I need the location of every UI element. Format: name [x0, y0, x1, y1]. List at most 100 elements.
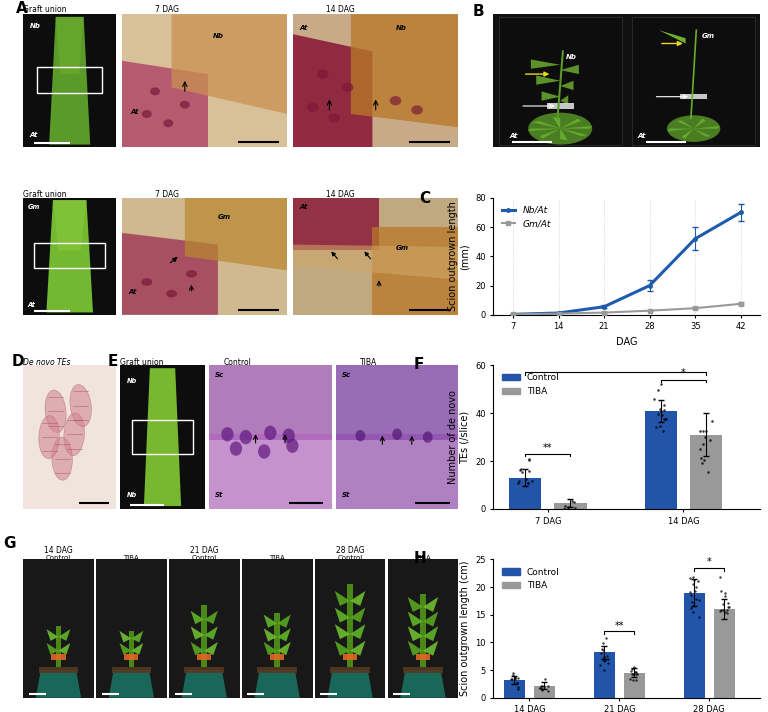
Point: [694, 443, 707, 454]
Point: [686, 596, 698, 607]
Point: [687, 571, 699, 582]
Text: E: E: [108, 354, 118, 369]
Polygon shape: [560, 80, 574, 90]
Polygon shape: [36, 670, 81, 698]
Circle shape: [283, 429, 295, 443]
Gm/At: [554, 309, 563, 318]
Polygon shape: [263, 642, 277, 655]
Text: C: C: [419, 191, 430, 206]
Circle shape: [230, 441, 242, 456]
Text: Nb: Nb: [396, 25, 406, 31]
Point: [627, 674, 640, 686]
Point: [511, 678, 523, 689]
Gm/At: [690, 304, 700, 313]
Bar: [343, 654, 357, 661]
Text: Control: Control: [223, 358, 252, 367]
Point: [721, 607, 733, 619]
Y-axis label: Number of de novo
TEs (/slice): Number of de novo TEs (/slice): [448, 390, 470, 484]
Point: [568, 496, 580, 508]
Point: [714, 571, 727, 582]
Bar: [270, 654, 284, 661]
Polygon shape: [131, 643, 144, 654]
Point: [722, 597, 734, 608]
Polygon shape: [560, 119, 581, 129]
Circle shape: [150, 88, 160, 95]
Bar: [594, 652, 615, 698]
Polygon shape: [131, 631, 144, 642]
Point: [700, 425, 712, 436]
Point: [594, 660, 606, 671]
Polygon shape: [204, 627, 218, 639]
Polygon shape: [423, 626, 439, 641]
Nb/At: [508, 310, 518, 318]
Text: *: *: [681, 369, 686, 379]
Text: 7 DAG: 7 DAG: [155, 189, 179, 199]
Point: [558, 503, 571, 515]
Bar: [499, 17, 621, 145]
Bar: [37, 68, 102, 93]
Ellipse shape: [64, 413, 84, 456]
Point: [597, 644, 609, 656]
Circle shape: [329, 113, 340, 122]
Point: [697, 457, 709, 468]
Text: TIBA: TIBA: [124, 555, 139, 561]
Polygon shape: [531, 60, 560, 69]
Polygon shape: [293, 198, 379, 251]
Point: [694, 425, 706, 436]
Polygon shape: [327, 670, 372, 698]
Point: [719, 587, 731, 599]
Point: [509, 673, 521, 684]
Polygon shape: [400, 670, 445, 698]
Point: [509, 673, 521, 684]
Gm/At: [645, 306, 654, 315]
Polygon shape: [408, 641, 423, 656]
Polygon shape: [372, 227, 458, 315]
Bar: [534, 686, 555, 698]
Point: [654, 420, 666, 431]
Polygon shape: [122, 233, 218, 315]
Point: [525, 475, 538, 486]
Circle shape: [342, 83, 353, 92]
Point: [512, 683, 525, 694]
Text: Graft union: Graft union: [23, 5, 67, 14]
Bar: [347, 585, 353, 667]
Polygon shape: [694, 118, 706, 129]
Text: TIBA: TIBA: [415, 555, 431, 561]
Circle shape: [307, 103, 319, 112]
Circle shape: [141, 278, 152, 286]
Y-axis label: Scion outgrown length (cm): Scion outgrown length (cm): [460, 561, 470, 696]
Polygon shape: [120, 631, 131, 642]
Point: [694, 452, 707, 464]
Polygon shape: [254, 670, 300, 698]
Polygon shape: [204, 642, 218, 655]
Point: [602, 657, 614, 669]
Bar: [35, 244, 105, 268]
Polygon shape: [190, 627, 204, 639]
Line: Gm/At: Gm/At: [511, 302, 743, 316]
Bar: [684, 592, 705, 698]
Point: [594, 647, 607, 659]
Point: [511, 681, 524, 693]
Text: Nb: Nb: [127, 493, 137, 498]
Point: [719, 607, 731, 618]
Polygon shape: [560, 95, 568, 105]
Polygon shape: [58, 629, 71, 641]
Polygon shape: [408, 626, 423, 641]
Circle shape: [186, 270, 197, 278]
Circle shape: [411, 105, 423, 115]
Polygon shape: [56, 17, 84, 74]
Text: At: At: [128, 288, 137, 295]
Point: [690, 593, 703, 604]
Point: [684, 572, 697, 583]
Point: [702, 466, 714, 478]
Point: [654, 379, 667, 390]
Point: [598, 654, 610, 665]
Nb/At: [690, 234, 700, 243]
Text: Nb: Nb: [30, 23, 41, 28]
Bar: [420, 595, 425, 667]
Circle shape: [258, 444, 270, 459]
Point: [655, 405, 667, 417]
Point: [699, 431, 711, 443]
Polygon shape: [528, 129, 560, 131]
Bar: [680, 94, 707, 100]
